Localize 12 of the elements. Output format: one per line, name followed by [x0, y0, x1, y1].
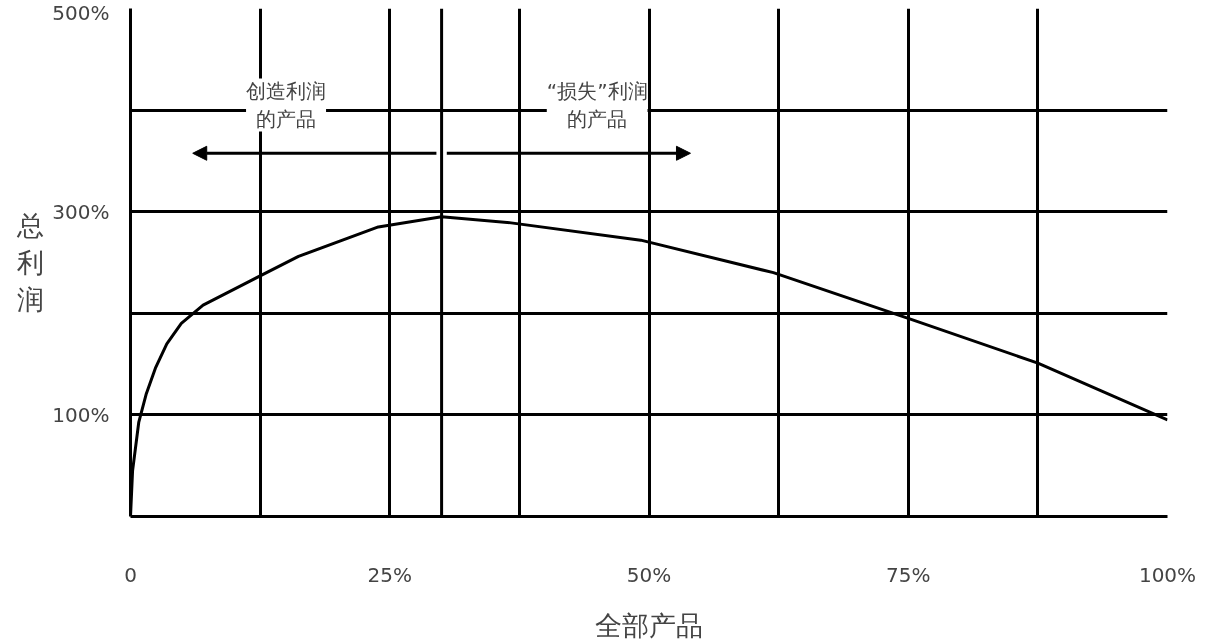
annotation: 创造利润的产品 — [246, 78, 327, 132]
x-tick-label: 75% — [886, 562, 931, 587]
x-tick-label: 100% — [1138, 562, 1197, 587]
x-axis-title: 全部产品 — [595, 609, 703, 641]
y-tick-label: 100% — [52, 402, 110, 427]
x-tick-label: 25% — [367, 562, 412, 587]
y-tick-label: 500% — [52, 0, 110, 25]
x-tick-label: 0 — [124, 562, 137, 587]
y-tick-label: 300% — [52, 199, 110, 224]
y-axis-title: 总利润 — [16, 209, 45, 316]
annotation: “损失”利润的产品 — [546, 78, 648, 132]
x-tick-label: 50% — [626, 562, 672, 587]
